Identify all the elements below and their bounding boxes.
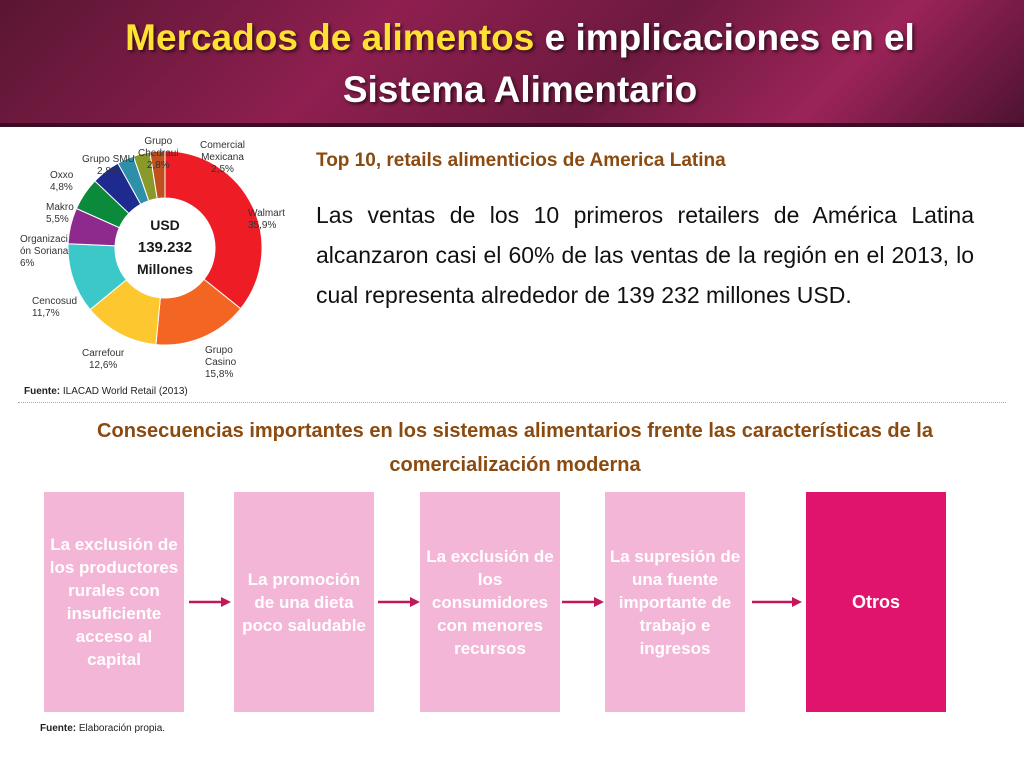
flow-box-5: Otros: [806, 492, 946, 712]
flow-box-1: La exclusión de los productores rurales …: [44, 492, 184, 712]
flow-box-2: La promoción de una dieta poco saludable: [234, 492, 374, 712]
center-label-line: 139.232: [138, 239, 192, 256]
label-oxxo: Oxxo 4,8%: [50, 170, 74, 193]
label-carrefour: Carrefour 12,6%: [82, 348, 125, 371]
label-grupo-smu: Grupo SMU 2,8%: [82, 154, 135, 177]
source-note-flow: Fuente: Elaboración propia.: [40, 723, 166, 734]
label-makro: Makro 5,5%: [46, 202, 74, 225]
slice-walmart: [164, 150, 263, 310]
chart-subtitle: Top 10, retails alimenticios de America …: [316, 150, 726, 171]
page-title: Mercados de alimentos e implicaciones en…: [60, 12, 980, 116]
flow-box-3: La exclusión de los consumidores con men…: [420, 492, 560, 712]
label-comercial-mexicana: Comercial Mexicana 2,5%: [200, 140, 246, 175]
label-soriana: Organizaci ón Soriana 6%: [20, 234, 69, 269]
center-label-line: USD: [150, 217, 180, 233]
section-divider: [18, 402, 1006, 403]
label-grupo-chedraui: Grupo Chedraui 2,8%: [138, 136, 179, 171]
slice-comercial-mexicana: [149, 150, 166, 200]
title-rest: e implicaciones en el Sistema Alimentari…: [342, 17, 915, 110]
arrow-icon: [378, 597, 420, 607]
arrow-icon: [189, 597, 231, 607]
donut-svg: USD 139.232 Millones: [67, 150, 263, 346]
label-grupo-casino: Grupo Casino 15,8%: [205, 345, 237, 380]
source-note-chart: Fuente: ILACAD World Retail (2013): [24, 386, 188, 397]
summary-paragraph: Las ventas de los 10 primeros retailers …: [316, 202, 974, 308]
donut-chart: USD 139.232 Millones Walmart 35,9% Grupo Cas…: [0, 130, 300, 400]
arrow-icon: [562, 597, 604, 607]
label-cencosud: Cencosud 11,7%: [32, 296, 78, 319]
flow-box-4: La supresión de una fuente importante de…: [605, 492, 745, 712]
title-highlight: Mercados de alimentos: [125, 17, 535, 58]
consequences-heading: Consecuencias importantes en los sistema…: [97, 420, 933, 476]
arrow-icon: [752, 597, 802, 607]
label-walmart: Walmart 35,9%: [248, 208, 285, 231]
center-label-line: Millones: [137, 261, 193, 277]
header-banner: [0, 0, 1024, 127]
